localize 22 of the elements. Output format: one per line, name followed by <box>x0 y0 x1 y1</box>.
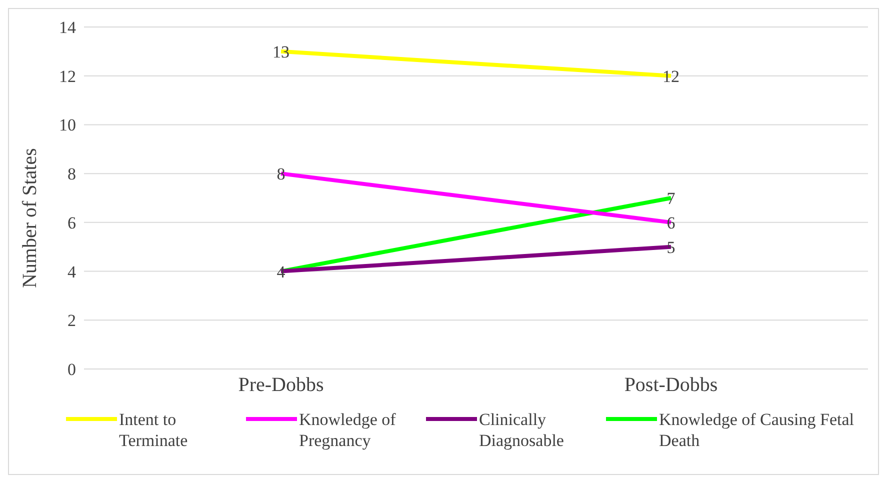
data-label: 6 <box>666 213 676 232</box>
legend-label: Knowledge of Pregnancy <box>299 409 397 451</box>
y-tick-label: 4 <box>68 262 76 282</box>
y-tick-label: 14 <box>59 18 76 38</box>
data-label: 8 <box>276 164 286 184</box>
legend-label: Intent to Terminate <box>119 409 189 451</box>
y-tick-label: 6 <box>68 213 76 232</box>
y-tick-label: 10 <box>59 116 76 135</box>
legend-label: Knowledge of Causing Fetal Death <box>659 409 855 451</box>
y-axis-title: Number of States <box>19 148 42 288</box>
y-tick-label: 2 <box>68 311 76 330</box>
data-label: 13 <box>272 42 290 62</box>
x-tick-label: Post-Dobbs <box>624 374 718 396</box>
legend-label: Clinically Diagnosable <box>479 409 565 451</box>
data-label: 12 <box>662 66 680 86</box>
data-label: 5 <box>666 238 676 257</box>
y-tick-label: 12 <box>59 66 76 86</box>
data-label: 4 <box>276 262 286 282</box>
data-label: 7 <box>666 189 676 208</box>
x-tick-label: Pre-Dobbs <box>238 374 324 396</box>
y-tick-label: 0 <box>68 360 76 380</box>
y-tick-label: 8 <box>68 164 76 184</box>
